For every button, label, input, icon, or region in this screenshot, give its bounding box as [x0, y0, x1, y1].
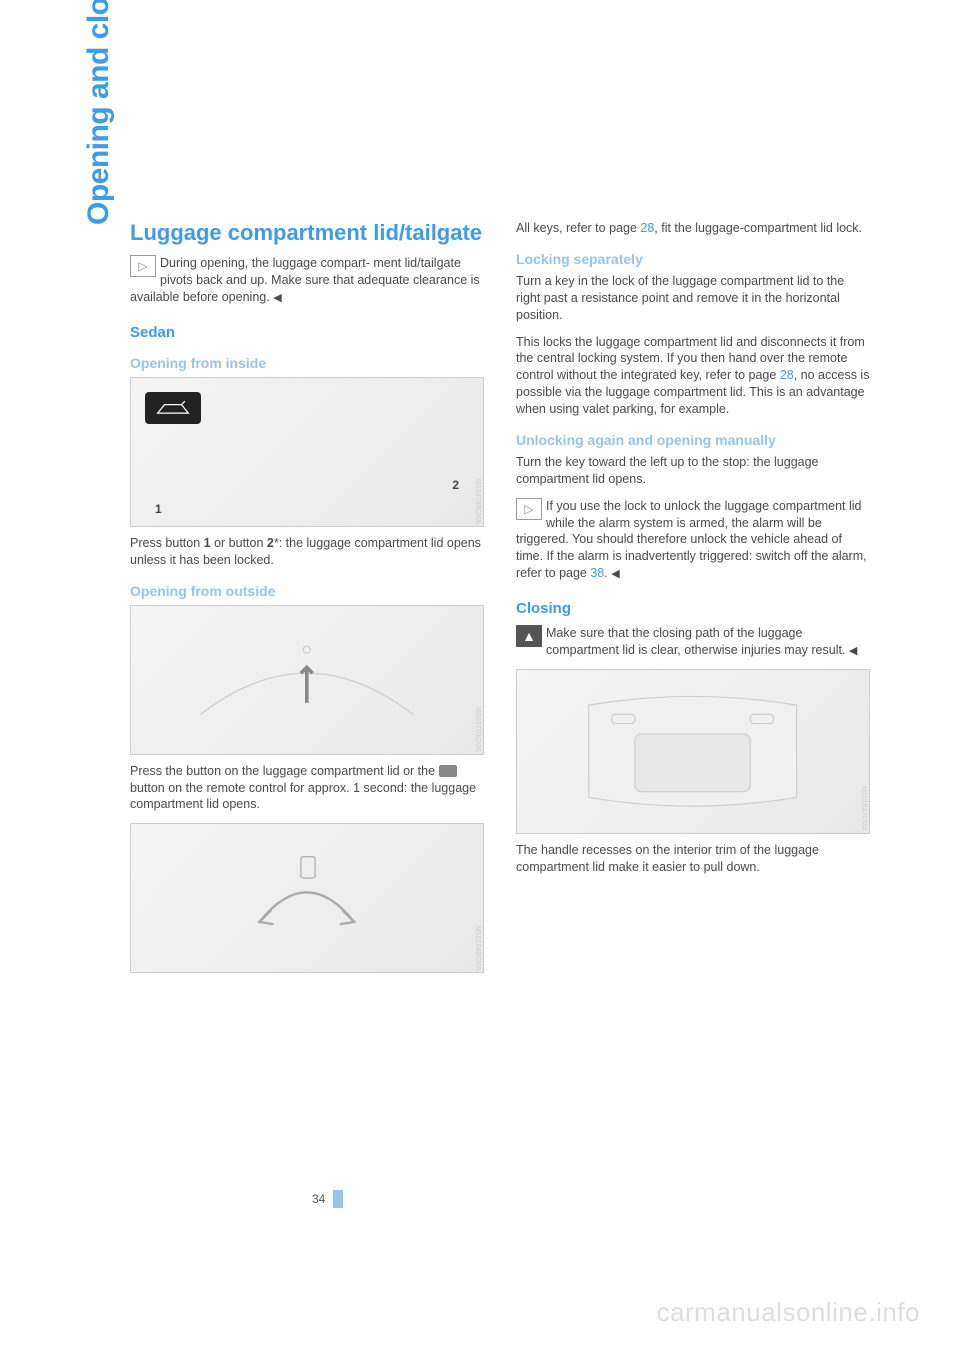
note-icon: ▷ [516, 498, 542, 520]
text-press-button: Press button 1 or button 2*: the luggage… [130, 535, 484, 569]
section-tab: Opening and closing [82, 0, 116, 225]
txt: . [604, 566, 607, 580]
note-opening: ▷ During opening, the luggage compart- m… [130, 255, 484, 306]
figure-label-1: 1 [155, 502, 162, 516]
heading-luggage: Luggage compartment lid/tailgate [130, 220, 484, 245]
end-mark: ◀ [611, 568, 619, 580]
page-number-area: 34 [0, 1190, 960, 1208]
warning-closing: ▲ Make sure that the closing path of the… [516, 625, 870, 659]
figure-label-2: 2 [452, 478, 459, 492]
heading-locking-separately: Locking separately [516, 251, 870, 267]
heading-closing: Closing [516, 600, 870, 617]
remote-button-icon [439, 765, 457, 777]
text-remote-a: Press the button on the luggage compartm… [130, 764, 439, 778]
figure-dashboard: 1 2 [130, 377, 484, 527]
figure-lid-interior [516, 669, 870, 834]
heading-opening-outside: Opening from outside [130, 583, 484, 599]
heading-sedan: Sedan [130, 324, 484, 341]
end-mark: ◀ [849, 645, 857, 657]
page-number: 34 [312, 1192, 331, 1206]
txt: Make sure that the closing path of the [546, 626, 754, 640]
txt: , fit the luggage-compartment lid lock. [654, 221, 862, 235]
note-text-line1: During opening, the luggage compart- [160, 256, 370, 270]
left-column: Luggage compartment lid/tailgate ▷ Durin… [130, 220, 484, 981]
page-link-38[interactable]: 38 [590, 566, 604, 580]
text-handle-recesses: The handle recesses on the interior trim… [516, 842, 870, 876]
heading-unlocking-manually: Unlocking again and opening manually [516, 432, 870, 448]
warning-icon: ▲ [516, 625, 542, 647]
page-number-bar [333, 1190, 343, 1208]
figure-trunk-rear [130, 605, 484, 755]
text-all-keys: All keys, refer to page 28, fit the lugg… [516, 220, 870, 237]
trunk-release-button-icon [145, 392, 201, 424]
page-link-28a[interactable]: 28 [640, 221, 654, 235]
note-alarm: ▷ If you use the lock to unlock the lugg… [516, 498, 870, 582]
text-press-remote: Press the button on the luggage compartm… [130, 763, 484, 814]
right-column: All keys, refer to page 28, fit the lugg… [516, 220, 870, 981]
figure-trunk-opening [130, 823, 484, 973]
txt: If you use the lock to unlock the luggag… [546, 499, 769, 513]
heading-opening-inside: Opening from inside [130, 355, 484, 371]
end-mark: ◀ [273, 292, 281, 304]
watermark: carmanualsonline.info [657, 1297, 920, 1328]
note-icon: ▷ [130, 255, 156, 277]
txt: All keys, refer to page [516, 221, 640, 235]
text-remote-b: button on the remote control for approx.… [130, 781, 476, 812]
page-link-28b[interactable]: 28 [780, 368, 794, 382]
text-turn-key-right: Turn a key in the lock of the luggage co… [516, 273, 870, 324]
text-turn-key-left: Turn the key toward the left up to the s… [516, 454, 870, 488]
text-locks-disconnect: This locks the luggage compartment lid a… [516, 334, 870, 418]
